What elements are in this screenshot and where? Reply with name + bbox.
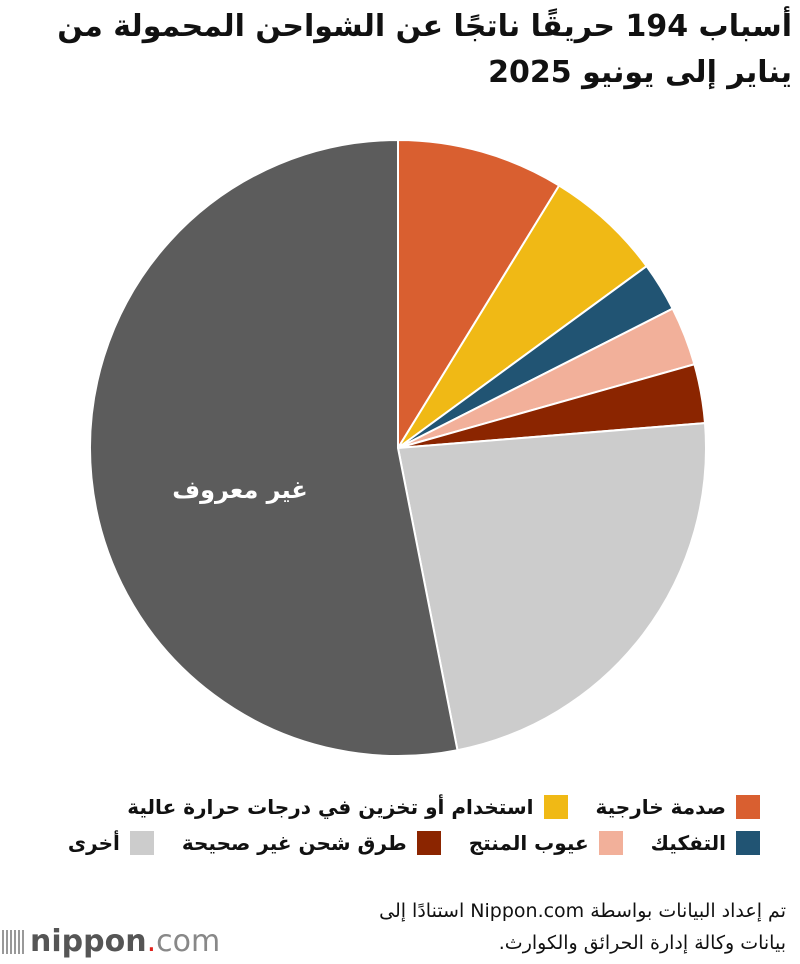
legend-swatch [543,795,568,819]
legend-item: استخدام أو تخزين في درجات حرارة عالية [127,795,568,819]
legend-swatch [736,795,760,819]
legend-item: طرق شحن غير صحيحة [182,831,441,855]
legend-label: استخدام أو تخزين في درجات حرارة عالية [127,795,534,819]
pie-chart: غير معروف [89,138,707,757]
pie-slice [396,422,707,752]
legend-label: صدمة خارجية [595,795,727,819]
slice-data-label: غير معروف [172,476,308,504]
pie-slice [397,184,648,449]
legend-swatch [129,831,154,855]
legend-label: عيوب المنتج [468,831,589,855]
legend-item: التفكيك [651,831,760,855]
legend-swatch [416,831,441,855]
logo-bars-icon [2,929,24,954]
pie-slice [397,138,561,452]
legend-item: صدمة خارجية [595,795,760,819]
chart-title: أسباب 194 حريقًا ناتجًا عن الشواحن المحم… [57,9,792,90]
legend-item: عيوب المنتج [469,831,623,855]
legend-label: طرق شحن غير صحيحة [181,831,407,855]
legend-row-2: التفكيك عيوب المنتج طرق شحن غير صحيحة أخ… [40,831,760,855]
legend-label: التفكيك [650,831,726,855]
nippon-logo: nippon. com [2,924,220,959]
legend-item: أخرى [68,831,154,855]
legend-swatch [736,831,760,855]
logo-name: nippon [30,924,147,959]
logo-dot: . [146,924,157,959]
legend-row-1: صدمة خارجية استخدام أو تخزين في درجات حر… [99,795,760,819]
logo-com: com [156,924,221,959]
legend-swatch [598,831,623,855]
source-note: تم إعداد البيانات بواسطة Nippon.com استن… [379,900,786,954]
pie-slice [89,138,459,757]
legend-label: أخرى [67,831,120,855]
